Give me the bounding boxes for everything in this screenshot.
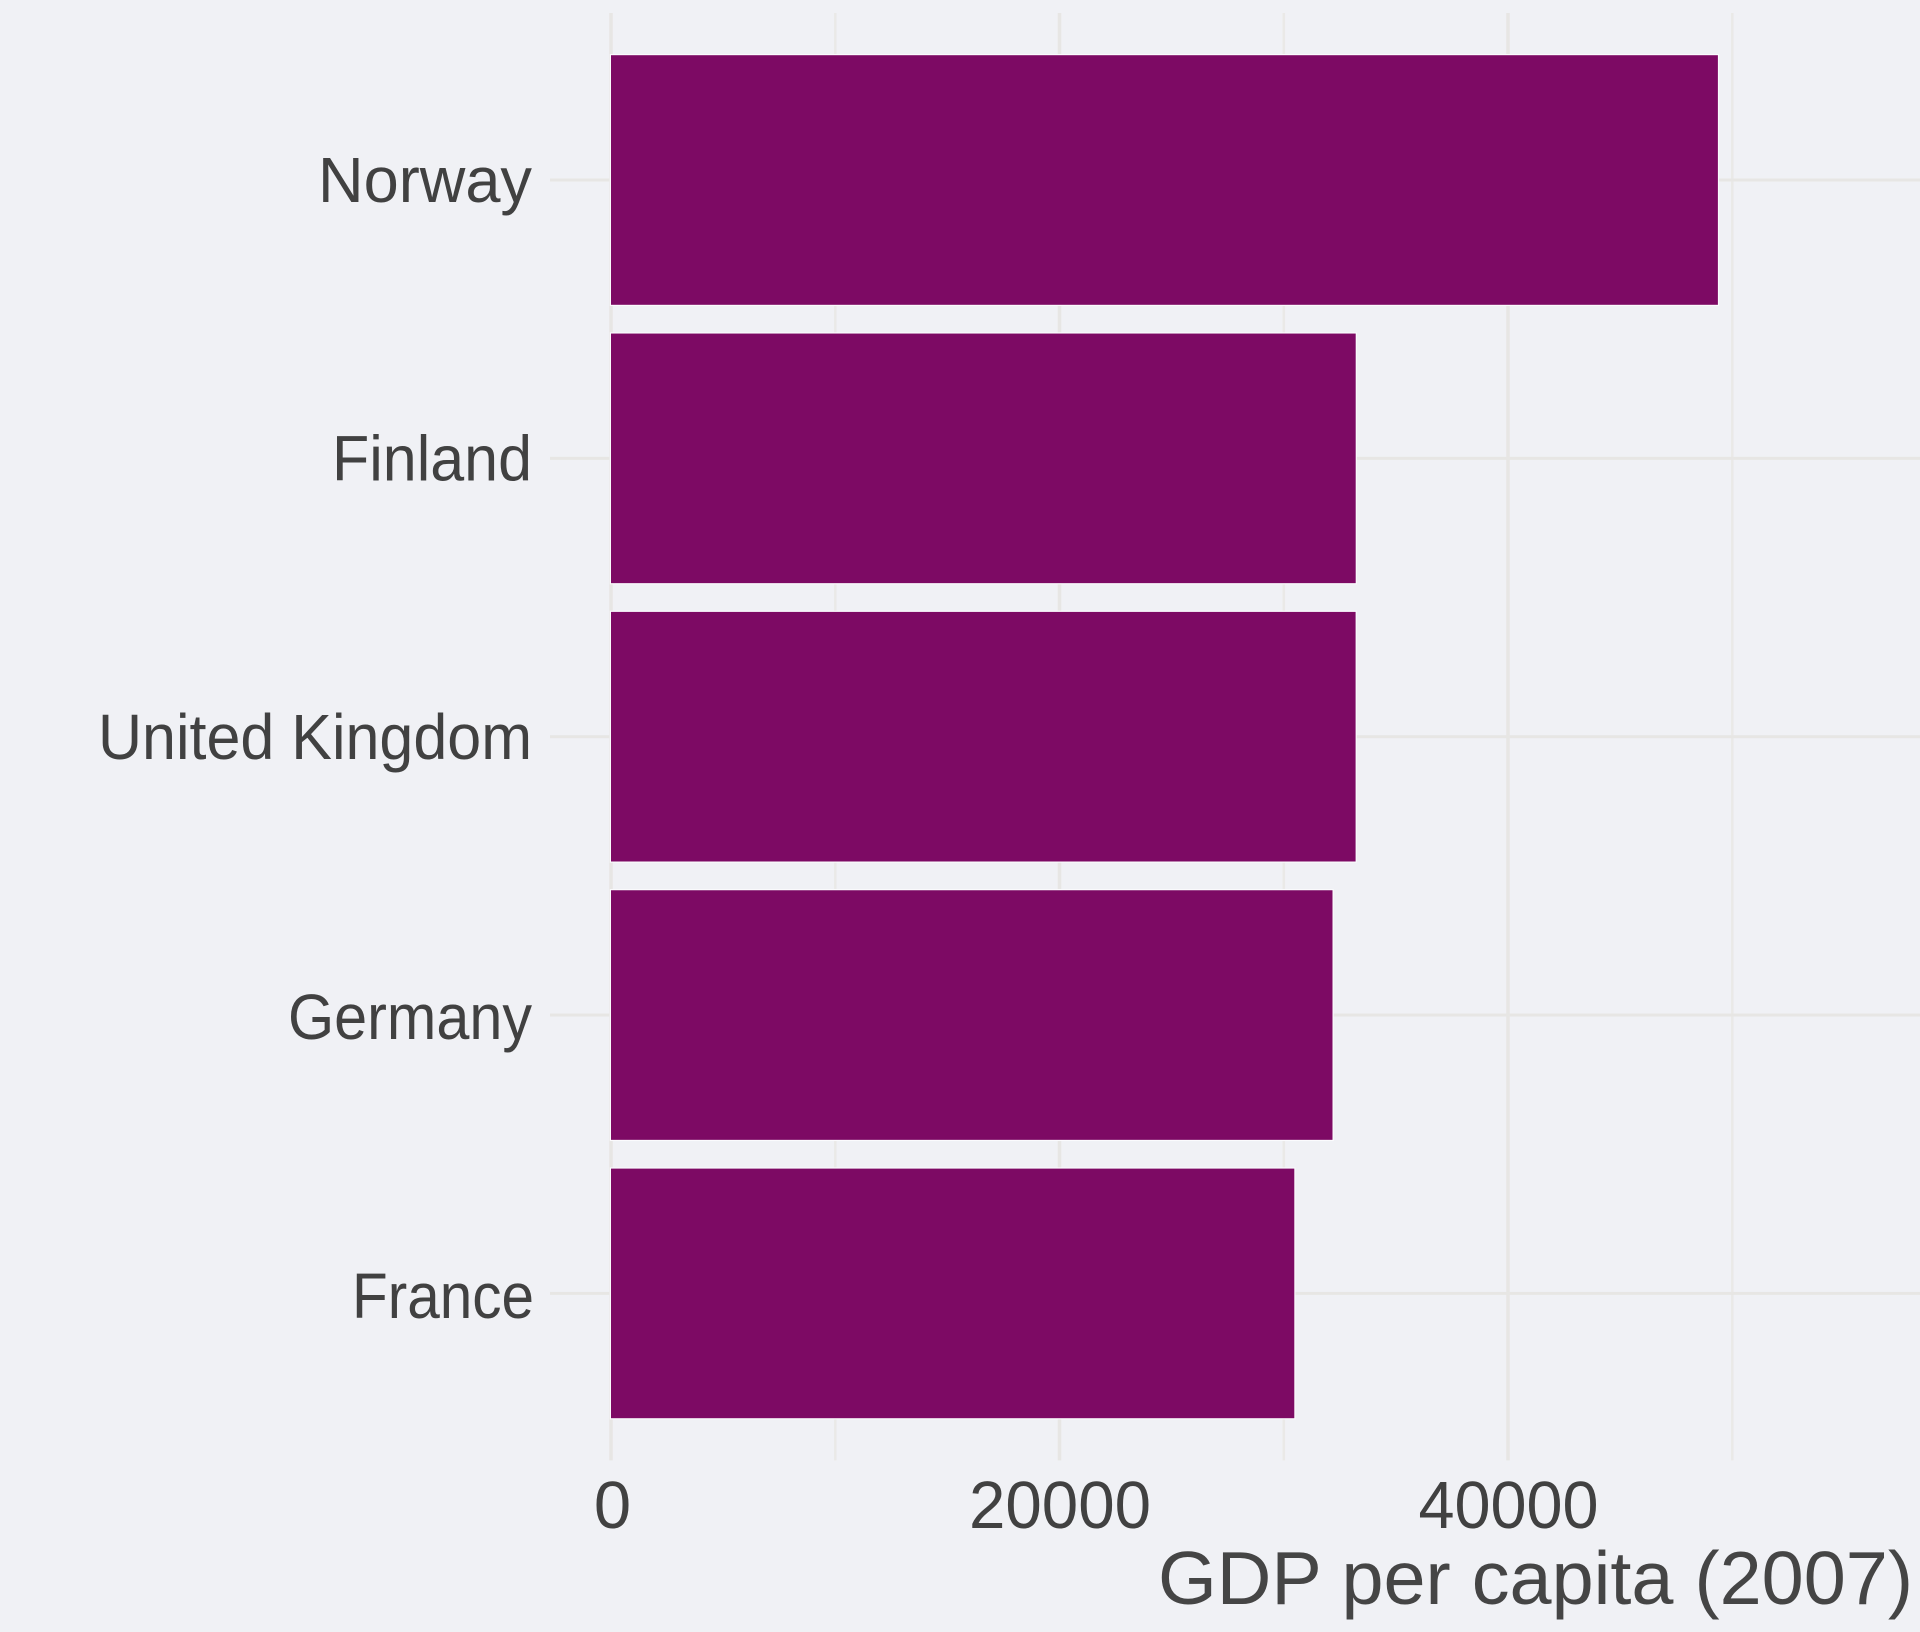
svg-text:0: 0 <box>594 1468 631 1543</box>
svg-text:France: France <box>352 1260 534 1332</box>
svg-text:United Kingdom: United Kingdom <box>98 701 532 773</box>
svg-text:40000: 40000 <box>1419 1468 1599 1543</box>
svg-text:Germany: Germany <box>288 981 532 1053</box>
svg-text:Norway: Norway <box>318 144 532 216</box>
svg-text:GDP per capita (2007): GDP per capita (2007) <box>1158 1537 1913 1621</box>
svg-text:20000: 20000 <box>969 1468 1151 1543</box>
svg-text:Finland: Finland <box>332 422 532 494</box>
